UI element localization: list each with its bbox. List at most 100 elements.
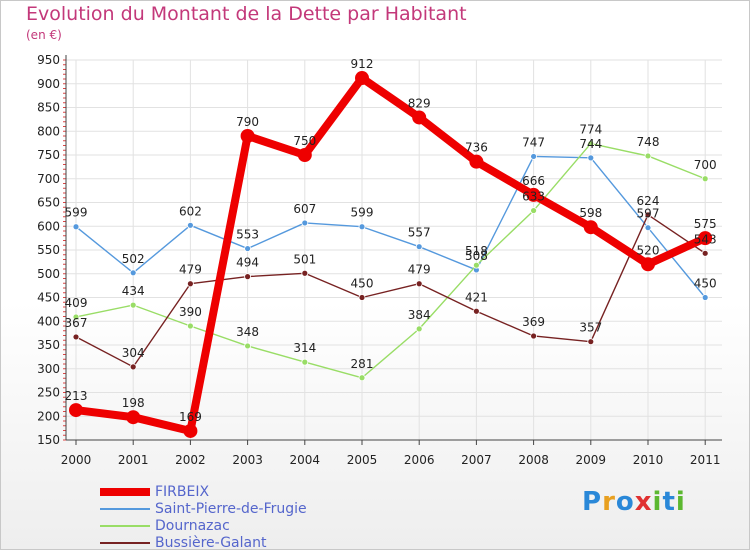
legend-swatch: [100, 542, 150, 544]
data-point: [701, 175, 709, 183]
data-point: [701, 249, 709, 257]
data-label: 198: [122, 396, 145, 410]
y-tick-label: 650: [37, 196, 60, 210]
y-tick-label: 450: [37, 291, 60, 305]
series-line-0: [72, 74, 710, 435]
data-label: 304: [122, 346, 145, 360]
data-point: [186, 322, 194, 330]
data-point: [186, 280, 194, 288]
data-label: 501: [293, 252, 316, 266]
series-line-3: [75, 214, 706, 368]
data-label: 666: [522, 174, 545, 188]
data-point: [126, 410, 141, 425]
data-point: [358, 374, 366, 382]
data-label: 367: [65, 316, 88, 330]
y-tick-label: 550: [37, 243, 60, 257]
data-point: [183, 423, 198, 438]
data-label: 508: [465, 249, 488, 263]
legend-label: Dournazac: [155, 518, 230, 534]
data-label: 633: [522, 190, 545, 204]
y-tick-label: 700: [37, 172, 60, 186]
data-point: [583, 220, 598, 235]
legend-label: Bussière-Galant: [155, 535, 267, 551]
y-tick-label: 300: [37, 362, 60, 376]
data-label: 599: [351, 206, 374, 220]
data-label: 479: [179, 263, 202, 277]
x-tick-label: 2006: [404, 453, 435, 467]
data-label: 384: [408, 308, 431, 322]
logo-letter: t: [662, 487, 676, 517]
logo-letter: o: [615, 487, 635, 517]
y-tick-label: 600: [37, 219, 60, 233]
data-label: 369: [522, 315, 545, 329]
x-tick-label: 2008: [518, 453, 549, 467]
y-tick-label: 200: [37, 409, 60, 423]
data-label: 494: [236, 256, 259, 270]
data-point: [72, 223, 80, 231]
data-label: 502: [122, 252, 145, 266]
y-tick-label: 800: [37, 124, 60, 138]
data-point: [530, 207, 537, 214]
data-point: [72, 333, 80, 341]
data-label: 829: [408, 96, 431, 110]
data-label: 520: [637, 243, 660, 257]
data-point: [301, 269, 309, 277]
legend-swatch: [100, 525, 150, 527]
x-tick-label: 2009: [576, 453, 607, 467]
x-tick-label: 2004: [290, 453, 321, 467]
data-label: 553: [236, 228, 259, 242]
data-point: [129, 301, 137, 309]
data-label: 602: [179, 204, 202, 218]
data-label: 434: [122, 284, 145, 298]
x-tick-label: 2011: [690, 453, 721, 467]
data-label: 774: [579, 123, 602, 137]
data-point: [358, 294, 366, 301]
y-tick-label: 400: [37, 314, 60, 328]
data-label: 314: [293, 341, 316, 355]
data-label: 790: [236, 115, 259, 129]
data-point: [472, 307, 480, 315]
x-tick-label: 2010: [633, 453, 664, 467]
proxiti-logo: Proxiti: [582, 487, 686, 517]
data-label: 281: [351, 357, 374, 371]
x-tick-label: 2001: [118, 453, 149, 467]
data-label: 479: [408, 263, 431, 277]
legend-label: Saint-Pierre-de-Frugie: [155, 501, 307, 517]
data-point: [641, 257, 655, 272]
data-label: 213: [65, 389, 88, 403]
logo-letter: P: [582, 487, 603, 517]
data-point: [129, 269, 137, 277]
data-label: 599: [65, 206, 88, 220]
data-point: [244, 245, 252, 252]
data-point: [698, 231, 713, 246]
series-line-1: [75, 155, 706, 299]
legend-swatch: [100, 488, 150, 496]
y-tick-label: 350: [37, 338, 60, 352]
x-tick-label: 2003: [232, 453, 263, 467]
data-point: [587, 140, 595, 148]
unit-label: (en €): [26, 28, 62, 42]
data-point: [186, 221, 194, 229]
data-point: [530, 153, 537, 160]
data-point: [526, 187, 541, 202]
data-point: [355, 71, 369, 86]
data-point: [415, 325, 423, 333]
data-point: [358, 223, 366, 231]
data-label: 518: [465, 244, 488, 258]
data-point: [244, 342, 252, 350]
axes: 150 200 250 300 350 400 450 500 550 600 650 700 750 8…: [37, 53, 722, 467]
logo-letter: i: [675, 487, 686, 517]
data-point: [644, 224, 652, 232]
data-point: [69, 403, 83, 418]
data-point: [472, 261, 480, 269]
data-point: [530, 332, 537, 340]
data-labels: 599 502 602 553 607 599 557 508 747 744 597 450 409 4…: [65, 57, 717, 424]
chart-title: Evolution du Montant de la Dette par Hab…: [26, 3, 467, 25]
y-tick-label: 750: [37, 148, 60, 162]
data-label: 747: [522, 135, 545, 149]
x-tick-label: 2007: [461, 453, 492, 467]
data-point: [415, 280, 423, 288]
y-tick-label: 150: [37, 433, 60, 447]
data-point: [244, 273, 252, 281]
